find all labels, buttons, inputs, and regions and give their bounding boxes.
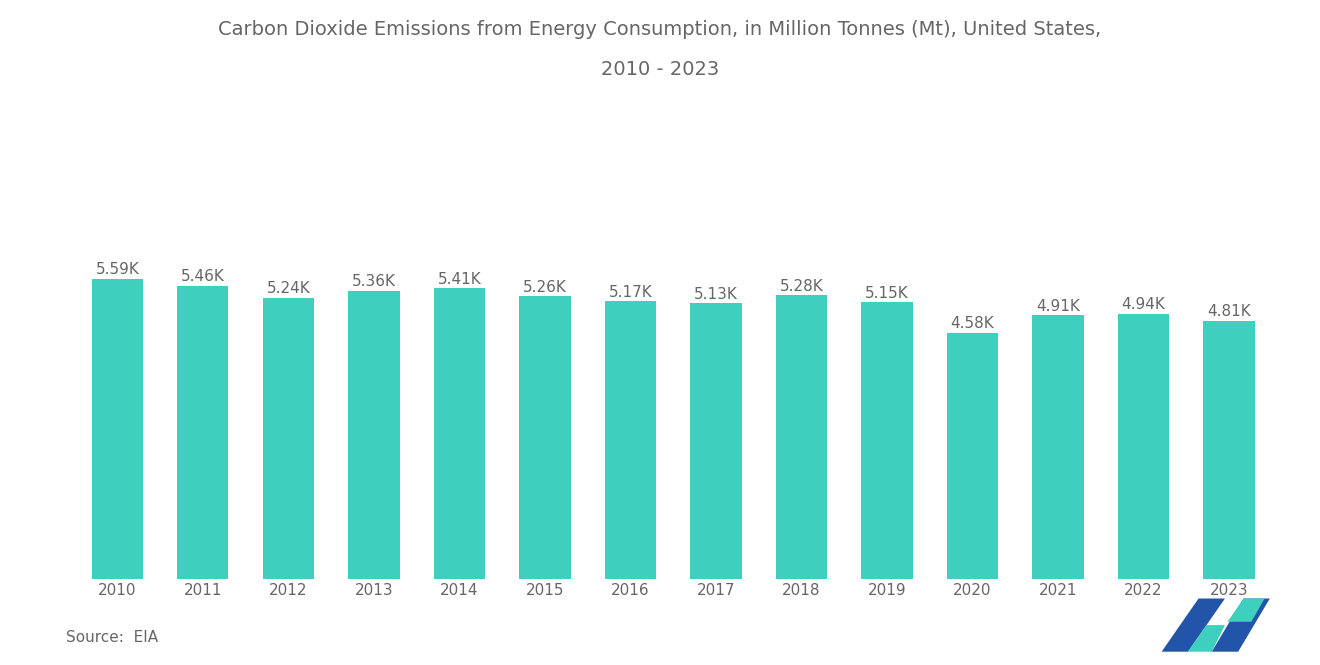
Bar	[605, 301, 656, 579]
Bar	[946, 333, 998, 579]
Bar	[1032, 315, 1084, 579]
Text: 4.94K: 4.94K	[1122, 297, 1166, 312]
Text: 5.41K: 5.41K	[437, 272, 482, 287]
Bar	[1118, 314, 1170, 579]
Text: 4.81K: 4.81K	[1208, 304, 1251, 319]
Bar	[177, 286, 228, 579]
Text: 5.28K: 5.28K	[780, 279, 824, 294]
Bar	[1204, 321, 1255, 579]
Text: Carbon Dioxide Emissions from Energy Consumption, in Million Tonnes (Mt), United: Carbon Dioxide Emissions from Energy Con…	[218, 20, 1102, 39]
Bar	[263, 297, 314, 579]
Text: 4.91K: 4.91K	[1036, 299, 1080, 314]
Bar	[91, 279, 143, 579]
Bar	[690, 303, 742, 579]
Polygon shape	[1228, 598, 1265, 622]
Polygon shape	[1162, 598, 1225, 652]
Bar	[776, 295, 828, 579]
Bar	[348, 291, 400, 579]
Polygon shape	[1188, 625, 1225, 652]
Text: Source:  EIA: Source: EIA	[66, 630, 158, 645]
Bar	[434, 289, 484, 579]
Text: 5.59K: 5.59K	[95, 262, 139, 277]
Text: 5.26K: 5.26K	[523, 280, 566, 295]
Text: 5.13K: 5.13K	[694, 287, 738, 302]
Bar	[519, 297, 570, 579]
Polygon shape	[1212, 598, 1270, 652]
Text: 5.15K: 5.15K	[865, 286, 909, 301]
Text: 5.36K: 5.36K	[352, 275, 396, 289]
Text: 5.46K: 5.46K	[181, 269, 224, 284]
Bar	[862, 303, 912, 579]
Text: 5.17K: 5.17K	[609, 285, 652, 300]
Text: 2010 - 2023: 2010 - 2023	[601, 60, 719, 79]
Text: 5.24K: 5.24K	[267, 281, 310, 296]
Text: 4.58K: 4.58K	[950, 317, 994, 331]
